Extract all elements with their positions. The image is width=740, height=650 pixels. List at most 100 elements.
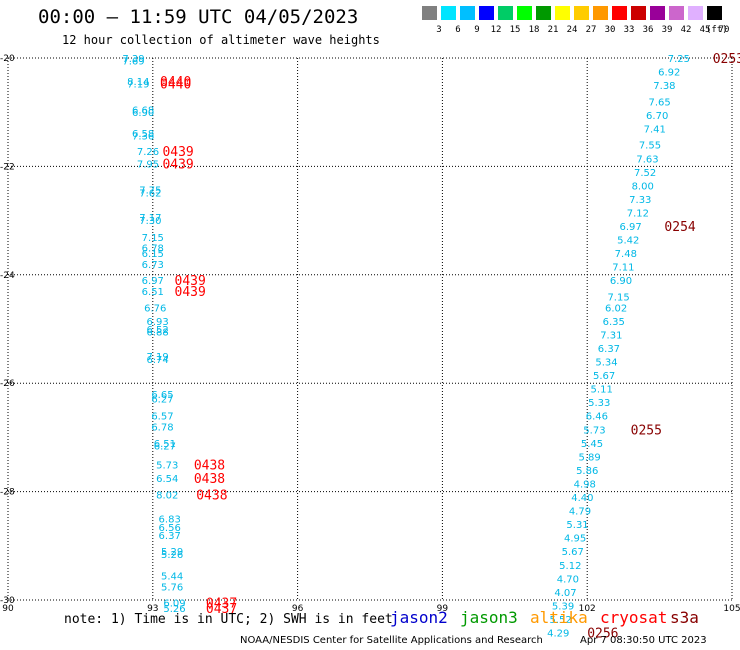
- mission-label-cryosat: cryosat: [600, 608, 668, 627]
- time-label: 0254: [664, 220, 695, 235]
- colorbar-swatch: [479, 6, 494, 20]
- colorbar-swatch: [498, 6, 513, 20]
- colorbar-swatch: [536, 6, 551, 20]
- swh-value-label: 5.73: [583, 425, 605, 436]
- swh-value-label: 7.41: [644, 124, 666, 135]
- colorbar-swatch: [631, 6, 646, 20]
- swh-value-label: 7.11: [612, 263, 634, 274]
- swh-value-label: 7.48: [615, 249, 637, 260]
- y-tick-label: -30: [0, 596, 15, 606]
- y-tick-label: -26: [0, 379, 15, 389]
- x-tick-label: 102: [579, 604, 596, 614]
- swh-value-label: 6.58: [132, 129, 154, 140]
- swh-value-label: 5.89: [578, 452, 600, 463]
- time-label: 0439: [162, 158, 193, 173]
- colorbar-swatch: [593, 6, 608, 20]
- colorbar-label: 15: [509, 25, 521, 35]
- swh-value-label: 6.09: [163, 599, 185, 610]
- swh-value-label: 5.45: [581, 439, 603, 450]
- swh-value-label: 7.19: [127, 79, 149, 90]
- time-label: 0439: [162, 145, 193, 160]
- colorbar-swatch: [517, 6, 532, 20]
- swh-value-label: 7.15: [607, 292, 629, 303]
- time-label: 0437: [206, 602, 237, 617]
- swh-value-label: 7.69: [122, 57, 144, 68]
- swh-value-label: 7.75: [139, 186, 161, 197]
- swh-value-label: 8.00: [632, 181, 654, 192]
- swh-value-label: 6.65: [151, 390, 173, 401]
- swh-value-label: 5.11: [591, 385, 613, 396]
- colorbar-swatch: [422, 6, 437, 20]
- colorbar-swatch: [688, 6, 703, 20]
- x-tick-label: 90: [2, 604, 14, 614]
- colorbar-swatch: [650, 6, 665, 20]
- swh-value-label: 6.93: [146, 317, 168, 328]
- y-tick-label: -20: [0, 54, 15, 64]
- swh-value-label: 6.78: [142, 244, 164, 255]
- swh-value-label: 4.79: [569, 507, 591, 518]
- time-label: 0256: [587, 627, 618, 642]
- swh-value-label: 7.65: [648, 97, 670, 108]
- swh-value-label: 6.90: [132, 108, 154, 119]
- time-label: 0440: [160, 75, 191, 90]
- time-label: 0438: [194, 472, 225, 487]
- swh-value-label: 6.02: [605, 303, 627, 314]
- colorbar-label: 45: [699, 25, 711, 35]
- swh-value-label: 5.42: [617, 236, 639, 247]
- y-tick-label: -24: [0, 271, 15, 281]
- swh-value-label: 6.78: [151, 423, 173, 434]
- time-label: 0438: [194, 459, 225, 474]
- swh-value-label: 6.68: [132, 105, 154, 116]
- swh-value-label: 8.14: [127, 77, 149, 88]
- swh-value-label: 7.12: [627, 208, 649, 219]
- time-label: 0253: [713, 52, 740, 67]
- colorbar-label: 6: [455, 25, 461, 35]
- credit-text: NOAA/NESDIS Center for Satellite Applica…: [240, 635, 543, 646]
- swh-value-label: 7.55: [639, 141, 661, 152]
- mission-label-altika: altika: [530, 608, 588, 627]
- swh-value-label: 7.52: [634, 168, 656, 179]
- swh-value-label: 7.26: [137, 147, 159, 158]
- colorbar-swatch: [707, 6, 722, 20]
- mission-label-s3a: s3a: [670, 608, 699, 627]
- chart-title: 00:00 – 11:59 UTC 04/05/2023: [38, 6, 359, 28]
- swh-value-label: 6.74: [146, 355, 168, 366]
- time-label: 0437: [206, 597, 237, 612]
- swh-value-label: 5.39: [552, 601, 574, 612]
- swh-value-label: 7.95: [137, 160, 159, 171]
- swh-value-label: 5.12: [559, 561, 581, 572]
- swh-value-label: 6.15: [142, 249, 164, 260]
- swh-value-label: 7.33: [629, 195, 651, 206]
- colorbar-label: 27: [585, 25, 597, 35]
- swh-value-label: 6.56: [159, 523, 181, 534]
- colorbar-label: 36: [642, 25, 654, 35]
- colorbar-label: 39: [661, 25, 673, 35]
- colorbar-swatch: [574, 6, 589, 20]
- swh-value-label: 6.27: [154, 442, 176, 453]
- swh-value-label: 6.97: [142, 276, 164, 287]
- swh-value-label: 6.70: [646, 111, 668, 122]
- swh-value-label: 7.62: [139, 188, 161, 199]
- colorbar-swatch: [441, 6, 456, 20]
- swh-value-label: 6.73: [142, 260, 164, 271]
- time-label: 0438: [196, 488, 227, 503]
- time-label: 0439: [175, 285, 206, 300]
- swh-value-label: 6.46: [586, 412, 608, 423]
- colorbar-label: 9: [474, 25, 480, 35]
- swh-value-label: 6.92: [658, 68, 680, 79]
- colorbar-label: 21: [547, 25, 559, 35]
- colorbar-swatch: [460, 6, 475, 20]
- swh-value-label: 6.37: [159, 531, 181, 542]
- swh-value-label: 6.54: [156, 474, 178, 485]
- swh-value-label: 6.97: [620, 222, 642, 233]
- colorbar-label: 12: [490, 25, 502, 35]
- swh-value-label: 8.02: [156, 490, 178, 501]
- swh-value-label: 7.63: [636, 154, 658, 165]
- colorbar-label: 70: [718, 25, 730, 35]
- colorbar-label: 3: [436, 25, 442, 35]
- swh-value-label: 4.07: [554, 588, 576, 599]
- swh-value-label: 6.90: [610, 276, 632, 287]
- swh-value-label: 5.44: [161, 572, 183, 583]
- colorbar-label: 24: [566, 25, 578, 35]
